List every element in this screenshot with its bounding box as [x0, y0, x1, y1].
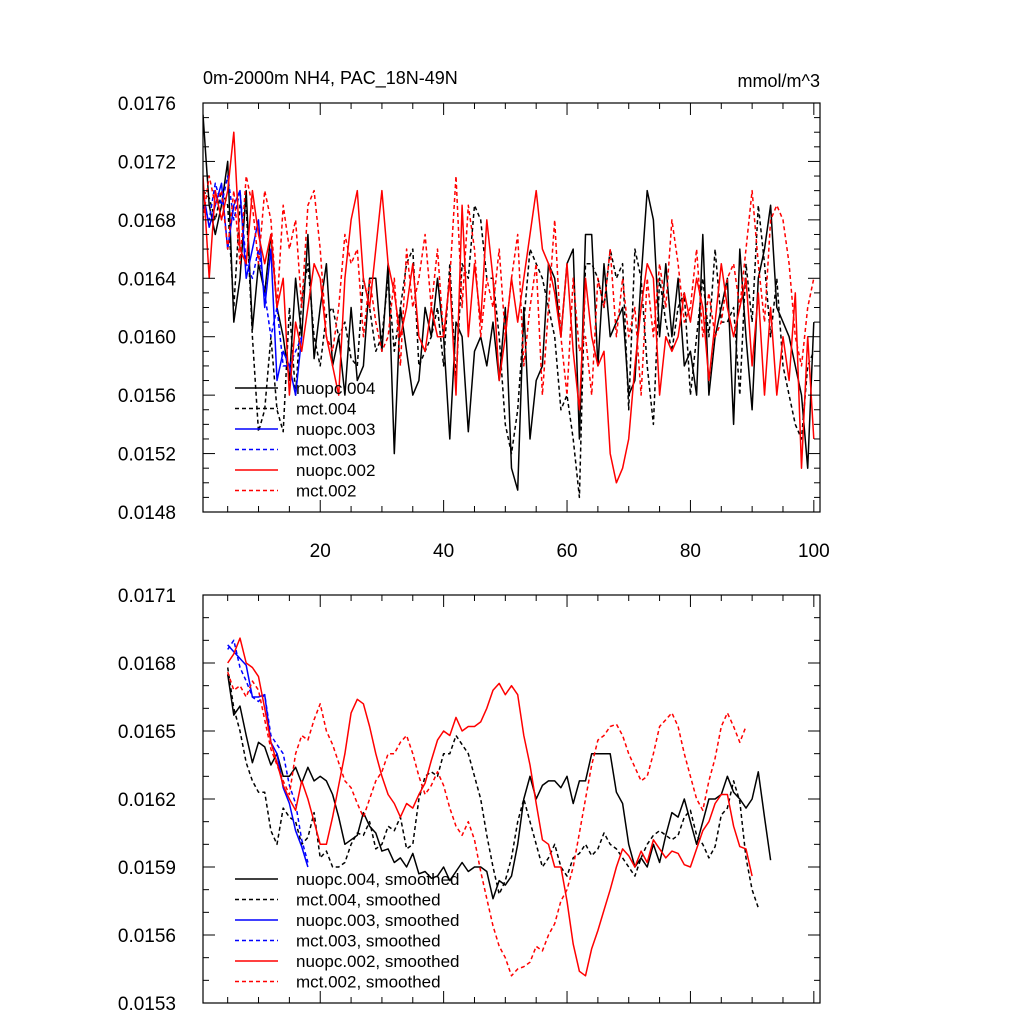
y-tick-label-0.0148: 0.0148	[118, 503, 176, 524]
y-tick-label-0.0160: 0.0160	[118, 328, 176, 349]
legend-label: nuopc.002	[296, 461, 375, 480]
y-tick-label-0.0153: 0.0153	[118, 994, 176, 1015]
y-tick-label-0.0168: 0.0168	[118, 211, 176, 232]
series-line-mct-002-smoothed	[226, 671, 747, 977]
series-line-nuopc-004-smoothed	[226, 674, 772, 900]
chart-units: mmol/m^3	[738, 71, 820, 91]
legend-label: mct.004, smoothed	[296, 891, 441, 910]
y-tick-label-0.0159: 0.0159	[118, 858, 176, 879]
legend-label: mct.002, smoothed	[296, 973, 441, 992]
legend-label: mct.003	[296, 441, 356, 460]
legend-label: mct.002	[296, 482, 356, 501]
x-tick-label-20: 20	[310, 541, 331, 562]
y-tick-label-0.0171: 0.0171	[118, 586, 176, 607]
bottom-panel: 0.0153 0.0156 0.0159 0.0162 0.0165 0.0168 0.01…	[118, 586, 821, 1015]
legend-label: mct.003, smoothed	[296, 932, 441, 951]
y-tick-label-0.0156: 0.0156	[118, 926, 176, 947]
series-line-nuopc-003	[203, 182, 303, 396]
series-line-mct-004	[203, 189, 815, 499]
y-tick-label-0.0172: 0.0172	[118, 152, 176, 173]
legend-label: nuopc.004, smoothed	[296, 870, 460, 889]
legend-label: mct.004	[296, 400, 356, 419]
series-line-nuopc-002	[203, 131, 815, 484]
legend-label: nuopc.002, smoothed	[296, 952, 460, 971]
y-tick-label-0.0156: 0.0156	[118, 386, 176, 407]
y-tick-label-0.0164: 0.0164	[118, 269, 177, 290]
x-tick-label-40: 40	[433, 541, 454, 562]
legend-label: nuopc.003	[296, 420, 375, 439]
y-tick-label-0.0165: 0.0165	[118, 722, 176, 743]
x-tick-label-100: 100	[798, 541, 830, 562]
y-tick-label-0.0152: 0.0152	[118, 445, 176, 466]
series-line-mct-003	[203, 175, 303, 367]
series-line-nuopc-002-smoothed	[227, 637, 753, 977]
y-tick-label-0.0162: 0.0162	[118, 790, 176, 811]
chart-title: 0m-2000m NH4, PAC_18N-49N	[203, 68, 458, 89]
legend-label: nuopc.003, smoothed	[296, 911, 460, 930]
y-tick-label-0.0168: 0.0168	[118, 654, 176, 675]
x-tick-label-60: 60	[556, 541, 577, 562]
legend-label: nuopc.004	[296, 379, 375, 398]
series-line-nuopc-003-smoothed	[227, 644, 309, 868]
series-line-mct-003-smoothed	[227, 639, 309, 863]
x-tick-label-80: 80	[680, 541, 701, 562]
top-panel: 20 40 60 80 100 0.0148 0.0152 0.0156 0.0160 0.016…	[118, 94, 830, 562]
y-tick-label-0.0176: 0.0176	[118, 94, 176, 115]
